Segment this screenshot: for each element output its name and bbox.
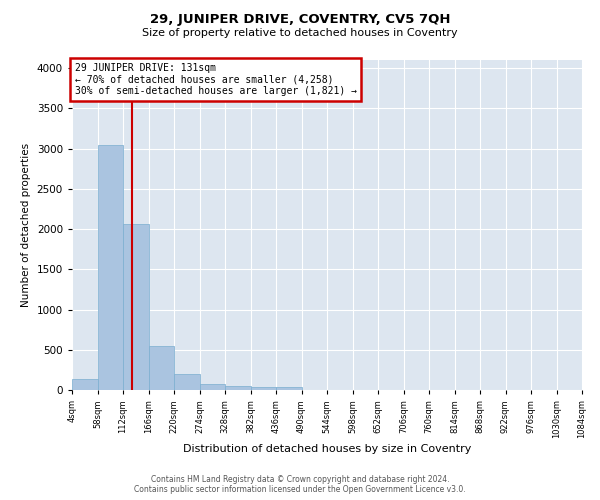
Bar xyxy=(225,386,251,390)
Bar xyxy=(72,378,97,390)
Bar xyxy=(276,387,302,390)
Text: 29 JUNIPER DRIVE: 131sqm
← 70% of detached houses are smaller (4,258)
30% of sem: 29 JUNIPER DRIVE: 131sqm ← 70% of detach… xyxy=(74,64,356,96)
Bar xyxy=(174,374,199,390)
Text: Contains HM Land Registry data © Crown copyright and database right 2024.
Contai: Contains HM Land Registry data © Crown c… xyxy=(134,474,466,494)
Bar xyxy=(149,346,174,390)
Bar xyxy=(123,224,149,390)
Text: Size of property relative to detached houses in Coventry: Size of property relative to detached ho… xyxy=(142,28,458,38)
Bar xyxy=(200,384,225,390)
Text: 29, JUNIPER DRIVE, COVENTRY, CV5 7QH: 29, JUNIPER DRIVE, COVENTRY, CV5 7QH xyxy=(150,12,450,26)
Y-axis label: Number of detached properties: Number of detached properties xyxy=(21,143,31,307)
X-axis label: Distribution of detached houses by size in Coventry: Distribution of detached houses by size … xyxy=(183,444,471,454)
Bar xyxy=(251,387,276,390)
Bar xyxy=(97,144,123,390)
